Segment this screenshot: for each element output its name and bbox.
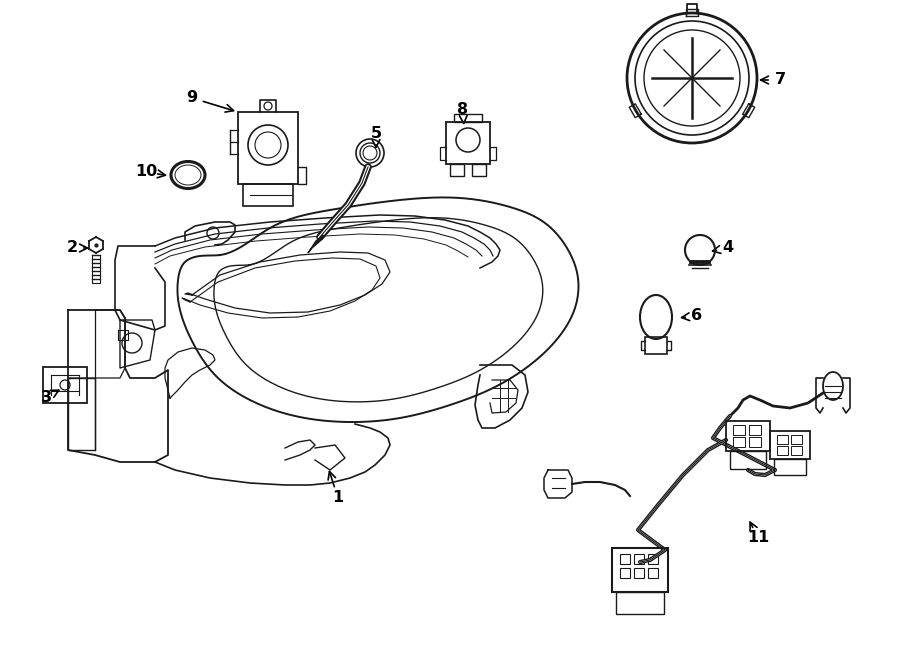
Text: 7: 7 [774,73,786,87]
Bar [612,548,668,592]
Bar [791,435,802,444]
Bar [472,164,486,176]
Bar [733,425,745,435]
Bar [777,435,788,444]
Bar [791,446,802,455]
Text: 4: 4 [723,241,734,256]
Polygon shape [308,235,324,253]
Bar [446,122,490,164]
Bar [238,112,298,184]
Text: 2: 2 [67,241,77,256]
Bar [620,568,630,578]
Text: 9: 9 [186,91,198,106]
Text: 5: 5 [371,126,382,141]
Bar [634,568,644,578]
Bar [634,554,644,564]
Bar [749,425,761,435]
Bar [43,367,87,403]
Text: 10: 10 [135,165,158,180]
Bar [645,337,667,354]
Bar [777,446,788,455]
Bar [648,554,658,564]
Bar [616,592,664,614]
Text: 1: 1 [332,490,344,506]
Bar [726,421,770,451]
Text: 6: 6 [691,309,703,323]
Bar [454,114,482,122]
Bar [774,459,806,475]
Bar [749,437,761,447]
Bar [648,568,658,578]
Bar [733,437,745,447]
Text: 11: 11 [747,531,770,545]
Text: 8: 8 [457,102,469,118]
Bar [450,164,464,176]
Text: 3: 3 [40,389,51,405]
Bar [620,554,630,564]
Bar [770,431,810,459]
Bar [730,451,766,469]
Bar [243,184,293,206]
